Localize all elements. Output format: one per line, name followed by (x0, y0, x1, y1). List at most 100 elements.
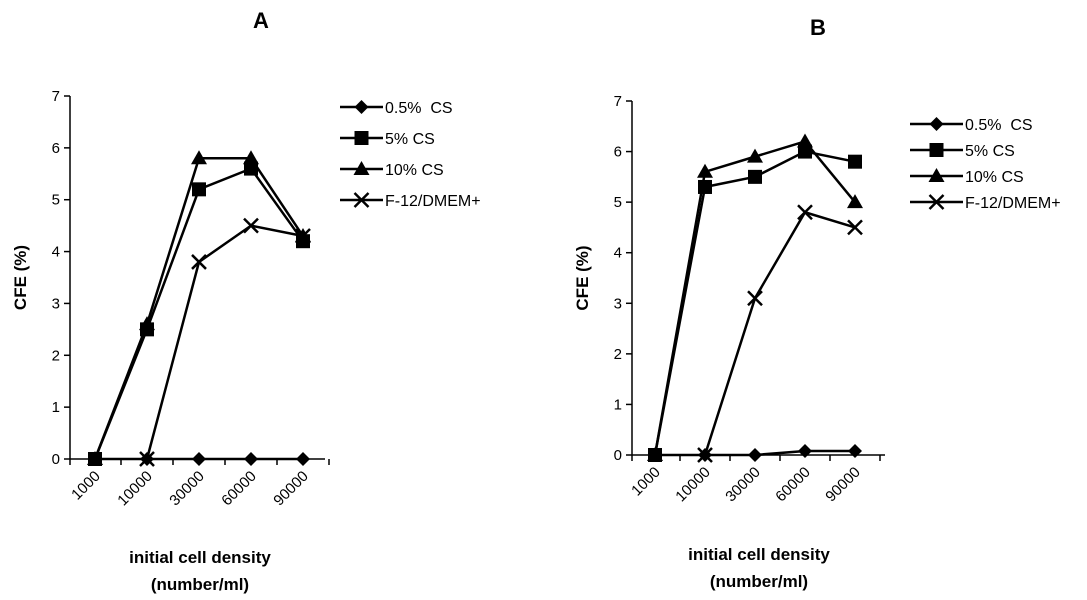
data-point (697, 447, 713, 463)
series-x (697, 204, 863, 463)
x-tick-label: 60000 (772, 464, 814, 506)
series-line (653, 150, 856, 456)
legend-label: 0.5% CS (965, 117, 1033, 134)
series-square (648, 144, 862, 462)
data-point (139, 316, 155, 331)
y-tick-label: 5 (52, 192, 60, 209)
chart-panel-a: A 0 1 2 3 4 5 6 7 1000 10000 30000 60000 90000 CFE (%)… (11, 8, 481, 594)
x-tick-label: 90000 (270, 468, 312, 510)
legend-item: 10% CS (340, 161, 444, 179)
legend-label: 5% CS (385, 131, 435, 148)
legend-label: F-12/DMEM+ (965, 195, 1061, 212)
x-tick-label: 60000 (218, 468, 260, 510)
legend-marker (929, 143, 944, 157)
data-point (87, 451, 103, 465)
series-square (88, 161, 310, 466)
legend-label: 10% CS (965, 169, 1024, 186)
y-tick-label: 1 (52, 399, 60, 416)
chart-panel-b: B 0 1 2 3 4 5 6 7 1000 10000 30000 60000 90000 CFE (%)… (573, 15, 1061, 591)
x-tick-label: 30000 (722, 464, 764, 506)
y-tick-label: 6 (614, 144, 622, 161)
data-point (747, 290, 763, 307)
y-tick-label: 7 (52, 88, 60, 105)
legend-item: 5% CS (910, 143, 1015, 160)
x-tick-label: 90000 (822, 464, 864, 506)
legend-marker (354, 131, 369, 145)
legend-item: 10% CS (910, 168, 1024, 186)
chart-title: A (253, 8, 269, 33)
y-tick-label: 0 (52, 451, 60, 468)
legend-marker (354, 100, 369, 114)
data-point (748, 169, 762, 184)
series-x (139, 217, 311, 467)
data-point (295, 228, 311, 244)
data-point (697, 163, 713, 178)
legend-marker (928, 168, 945, 182)
chart-title: B (810, 15, 826, 40)
y-tick-label: 3 (52, 295, 60, 312)
data-point (244, 452, 258, 466)
legend-marker (929, 117, 944, 131)
data-point (243, 217, 259, 234)
data-point (847, 219, 863, 236)
x-axis-label-unit: (number/ml) (151, 575, 249, 594)
y-tick-label: 4 (614, 245, 622, 262)
y-tick-label: 5 (614, 194, 622, 211)
data-point (698, 179, 712, 194)
x-tick-label: 1000 (628, 464, 664, 500)
data-point (748, 448, 762, 462)
data-point (191, 150, 207, 165)
series-triangle (87, 150, 311, 465)
data-point (848, 443, 862, 458)
y-tick-label: 2 (614, 346, 622, 363)
data-point (798, 144, 812, 159)
data-point (797, 204, 813, 221)
series-triangle (647, 133, 863, 461)
data-point (747, 148, 763, 163)
x-tick-label: 10000 (672, 464, 714, 506)
x-axis-label: initial cell density (129, 548, 271, 567)
legend-marker (353, 192, 370, 208)
data-point (647, 447, 663, 461)
series-line (93, 156, 305, 460)
data-point (797, 133, 813, 148)
legend-item: F-12/DMEM+ (910, 194, 1061, 212)
data-point (139, 451, 155, 467)
legend-item: 0.5% CS (340, 100, 453, 117)
legend-label: 10% CS (385, 162, 444, 179)
data-point (191, 254, 207, 270)
y-tick-label: 1 (614, 396, 622, 413)
series-line (145, 224, 304, 460)
legend-item: F-12/DMEM+ (340, 192, 481, 210)
x-axis-label-unit: (number/ml) (710, 572, 808, 591)
data-point (192, 182, 206, 197)
data-point (192, 452, 206, 466)
data-point (296, 452, 310, 466)
legend-label: 5% CS (965, 143, 1015, 160)
data-point (243, 150, 259, 165)
y-tick-label: 2 (52, 347, 60, 364)
y-tick-label: 6 (52, 140, 60, 157)
y-axis-label: CFE (%) (573, 245, 592, 310)
series-line (703, 210, 856, 456)
x-tick-label: 30000 (166, 468, 208, 510)
series-line (93, 167, 305, 460)
y-axis-label: CFE (%) (11, 245, 30, 310)
legend-item: 0.5% CS (910, 117, 1033, 134)
legend-item: 5% CS (340, 131, 435, 148)
legend-marker (928, 194, 945, 210)
y-tick-label: 7 (614, 93, 622, 110)
legend-marker (353, 161, 370, 175)
x-axis-label: initial cell density (688, 545, 830, 564)
y-tick-label: 4 (52, 244, 60, 261)
legend-label: 0.5% CS (385, 100, 453, 117)
data-point (848, 154, 862, 169)
y-tick-label: 3 (614, 295, 622, 312)
y-tick-label: 0 (614, 447, 622, 464)
data-point (798, 443, 812, 458)
legend-label: F-12/DMEM+ (385, 193, 481, 210)
data-point (847, 194, 863, 209)
x-tick-label: 10000 (114, 468, 156, 510)
x-tick-label: 1000 (68, 468, 104, 504)
